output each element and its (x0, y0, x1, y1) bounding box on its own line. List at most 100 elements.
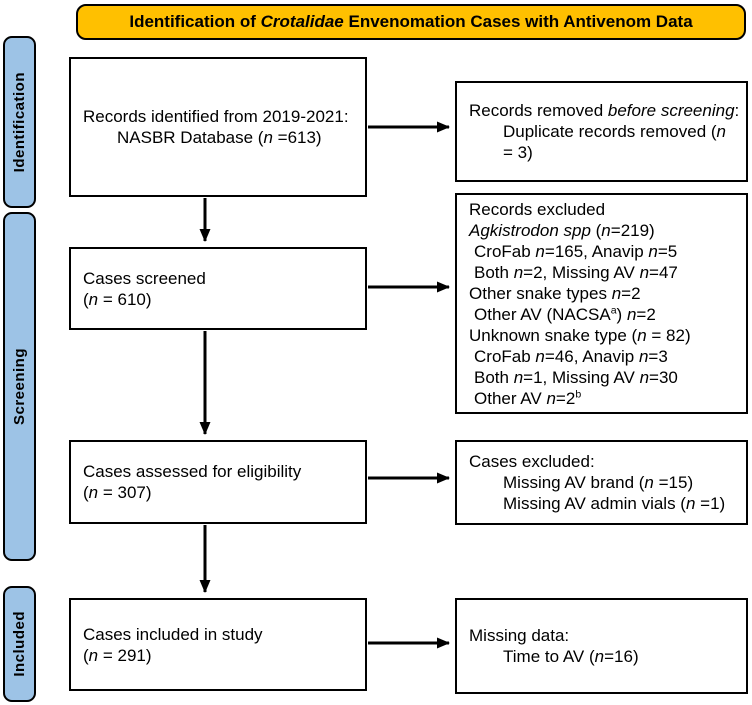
text-line: Missing data: (469, 625, 740, 646)
text-line: (n = 307) (83, 482, 359, 503)
text-line: (n = 610) (83, 289, 359, 310)
text-segment: Other AV (474, 388, 547, 408)
text-segment: ) (616, 304, 627, 324)
text-segment: ( (83, 289, 89, 309)
text-segment: n (513, 367, 524, 387)
text-line: NASBR Database (n =613) (83, 127, 359, 148)
text-line: Both n=2, Missing AV n=47 (469, 262, 740, 283)
text-segment: n (535, 346, 545, 366)
text-segment: =5 (657, 241, 678, 261)
box-missing-data: Missing data: Time to AV (n=16) (455, 598, 748, 694)
text-line: Identification of Crotalidae Envenomatio… (129, 12, 692, 32)
text-segment: Missing AV brand ( (503, 473, 645, 492)
text-segment: =2 (555, 388, 576, 408)
text-segment: NASBR Database ( (117, 128, 264, 147)
text-segment: =1) (695, 494, 726, 513)
text-segment: n (263, 128, 273, 147)
text-line: Cases excluded: (469, 451, 740, 472)
text-segment: Cases excluded: (469, 452, 595, 471)
text-segment: CroFab (474, 241, 536, 261)
text-line: CroFab n=165, Anavip n=5 (469, 241, 740, 262)
text-segment: Records removed (469, 101, 608, 120)
text-segment: =165, Anavip (544, 241, 649, 261)
text-segment: Records identified from 2019-2021: (83, 107, 349, 126)
text-segment: ( (590, 220, 602, 240)
text-segment: n (535, 241, 545, 261)
text-segment: Missing AV admin vials ( (503, 494, 686, 513)
text-segment: =613) (272, 128, 322, 147)
text-segment: Time to AV ( (503, 647, 595, 666)
box-records-removed-before-screening: Records removed before screening: Duplica… (455, 81, 748, 182)
text-segment: n (601, 220, 611, 240)
text-segment: Unknown snake type ( (469, 325, 638, 345)
text-segment: Cases screened (83, 268, 206, 288)
stage-label-included-text: Included (11, 611, 28, 677)
text-segment: ( (83, 645, 89, 665)
stage-label-included: Included (3, 586, 36, 702)
text-segment: n (685, 494, 696, 513)
box-records-identified: Records identified from 2019-2021: NASBR … (69, 57, 367, 197)
text-line: Missing AV brand (n =15) (469, 472, 740, 493)
text-segment: =15) (653, 473, 694, 492)
text-segment: n (639, 262, 650, 282)
text-segment: n (88, 289, 99, 309)
text-segment: Other AV (NACSA (474, 304, 611, 324)
text-line: Time to AV (n=16) (469, 646, 740, 667)
text-line: Cases included in study (83, 624, 359, 645)
text-segment: ( (83, 483, 89, 502)
text-segment: n (648, 241, 658, 261)
text-line: Records excluded (469, 199, 740, 220)
text-segment: Missing data: (469, 626, 570, 645)
text-segment: : (734, 101, 740, 120)
box-cases-screened: Cases screened (n = 610) (69, 247, 367, 330)
text-segment: = 82) (646, 325, 691, 345)
box-cases-excluded: Cases excluded: Missing AV brand (n =15) M… (455, 440, 748, 525)
text-segment: Both (474, 367, 514, 387)
text-segment: =46, Anavip (544, 346, 639, 366)
text-segment: =2 (636, 304, 656, 324)
text-line: Records removed before screening: (469, 100, 740, 121)
text-segment: n (639, 367, 650, 387)
text-segment: before screening (607, 101, 735, 120)
stage-label-identification-text: Identification (11, 71, 28, 173)
text-line: Other AV n=2b (469, 388, 740, 409)
text-segment: = 307) (98, 483, 152, 502)
text-segment: n (626, 304, 637, 324)
stage-label-identification: Identification (3, 36, 36, 208)
text-line: Other snake types n=2 (469, 283, 740, 304)
text-segment: CroFab (474, 346, 536, 366)
text-segment: = 610) (98, 289, 152, 309)
box-cases-included: Cases included in study (n = 291) (69, 598, 367, 691)
stage-label-screening: Screening (3, 212, 36, 561)
text-segment: = 291) (98, 645, 152, 665)
text-segment: n (637, 325, 647, 345)
text-segment: Records excluded (469, 199, 606, 219)
text-segment: n (513, 262, 524, 282)
text-line: Other AV (NACSAa) n=2 (469, 304, 740, 325)
text-line: CroFab n=46, Anavip n=3 (469, 346, 740, 367)
text-segment: n (716, 122, 726, 141)
text-segment: = 3) (503, 143, 533, 162)
text-line: Cases assessed for eligibility (83, 461, 359, 482)
text-segment: a (610, 303, 617, 316)
text-segment: n (644, 473, 654, 492)
text-segment: Cases included in study (83, 624, 263, 644)
text-line: Duplicate records removed (n = 3) (469, 121, 740, 163)
box-records-excluded: Records excluded Agkistrodon spp (n=219) C… (455, 193, 748, 414)
text-line: Both n=1, Missing AV n=30 (469, 367, 740, 388)
text-segment: Other snake types (469, 283, 612, 303)
text-segment: Agkistrodon spp (469, 220, 591, 240)
text-segment: =2 (621, 283, 641, 303)
text-segment: Identification of (129, 12, 261, 31)
text-segment: Crotalidae (260, 12, 344, 31)
text-segment: =3 (648, 346, 668, 366)
text-segment: n (594, 647, 605, 666)
text-segment: =2, Missing AV (523, 262, 640, 282)
text-segment: n (88, 645, 99, 665)
text-segment: =219) (610, 220, 655, 240)
text-segment: =16) (604, 647, 639, 666)
box-cases-assessed: Cases assessed for eligibility (n = 307) (69, 440, 367, 524)
text-segment: n (638, 346, 649, 366)
text-segment: =47 (649, 262, 678, 282)
